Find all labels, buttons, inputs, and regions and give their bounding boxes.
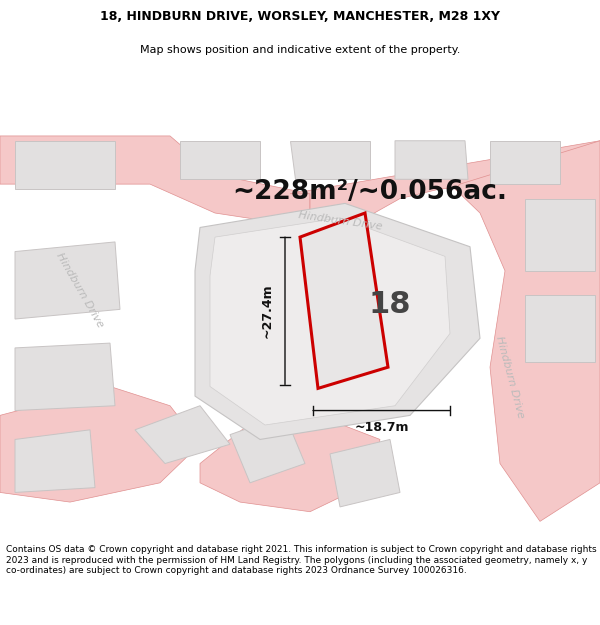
- Text: Hindburn Drive: Hindburn Drive: [55, 251, 106, 329]
- Polygon shape: [525, 199, 595, 271]
- Polygon shape: [180, 141, 260, 179]
- Polygon shape: [15, 242, 120, 319]
- Polygon shape: [15, 343, 115, 411]
- Polygon shape: [230, 416, 305, 482]
- Polygon shape: [195, 203, 480, 439]
- Polygon shape: [455, 141, 600, 521]
- Polygon shape: [15, 141, 115, 189]
- Polygon shape: [15, 430, 95, 492]
- Polygon shape: [0, 386, 200, 502]
- Polygon shape: [330, 439, 400, 507]
- Text: Contains OS data © Crown copyright and database right 2021. This information is : Contains OS data © Crown copyright and d…: [6, 546, 596, 575]
- Polygon shape: [210, 218, 450, 425]
- Polygon shape: [300, 213, 388, 388]
- Polygon shape: [200, 416, 380, 512]
- Text: 18: 18: [369, 290, 411, 319]
- Polygon shape: [525, 295, 595, 362]
- Text: ~228m²/~0.056ac.: ~228m²/~0.056ac.: [233, 179, 508, 205]
- Polygon shape: [135, 406, 230, 464]
- Text: Map shows position and indicative extent of the property.: Map shows position and indicative extent…: [140, 45, 460, 55]
- Text: 18, HINDBURN DRIVE, WORSLEY, MANCHESTER, M28 1XY: 18, HINDBURN DRIVE, WORSLEY, MANCHESTER,…: [100, 11, 500, 23]
- Text: ~27.4m: ~27.4m: [260, 284, 274, 338]
- Polygon shape: [395, 141, 468, 179]
- Polygon shape: [0, 136, 310, 228]
- Text: Hindburn Drive: Hindburn Drive: [494, 334, 526, 419]
- Polygon shape: [290, 141, 370, 179]
- Text: ~18.7m: ~18.7m: [354, 421, 409, 434]
- Polygon shape: [290, 141, 600, 232]
- Polygon shape: [490, 141, 560, 184]
- Text: Hindburn Drive: Hindburn Drive: [298, 210, 383, 232]
